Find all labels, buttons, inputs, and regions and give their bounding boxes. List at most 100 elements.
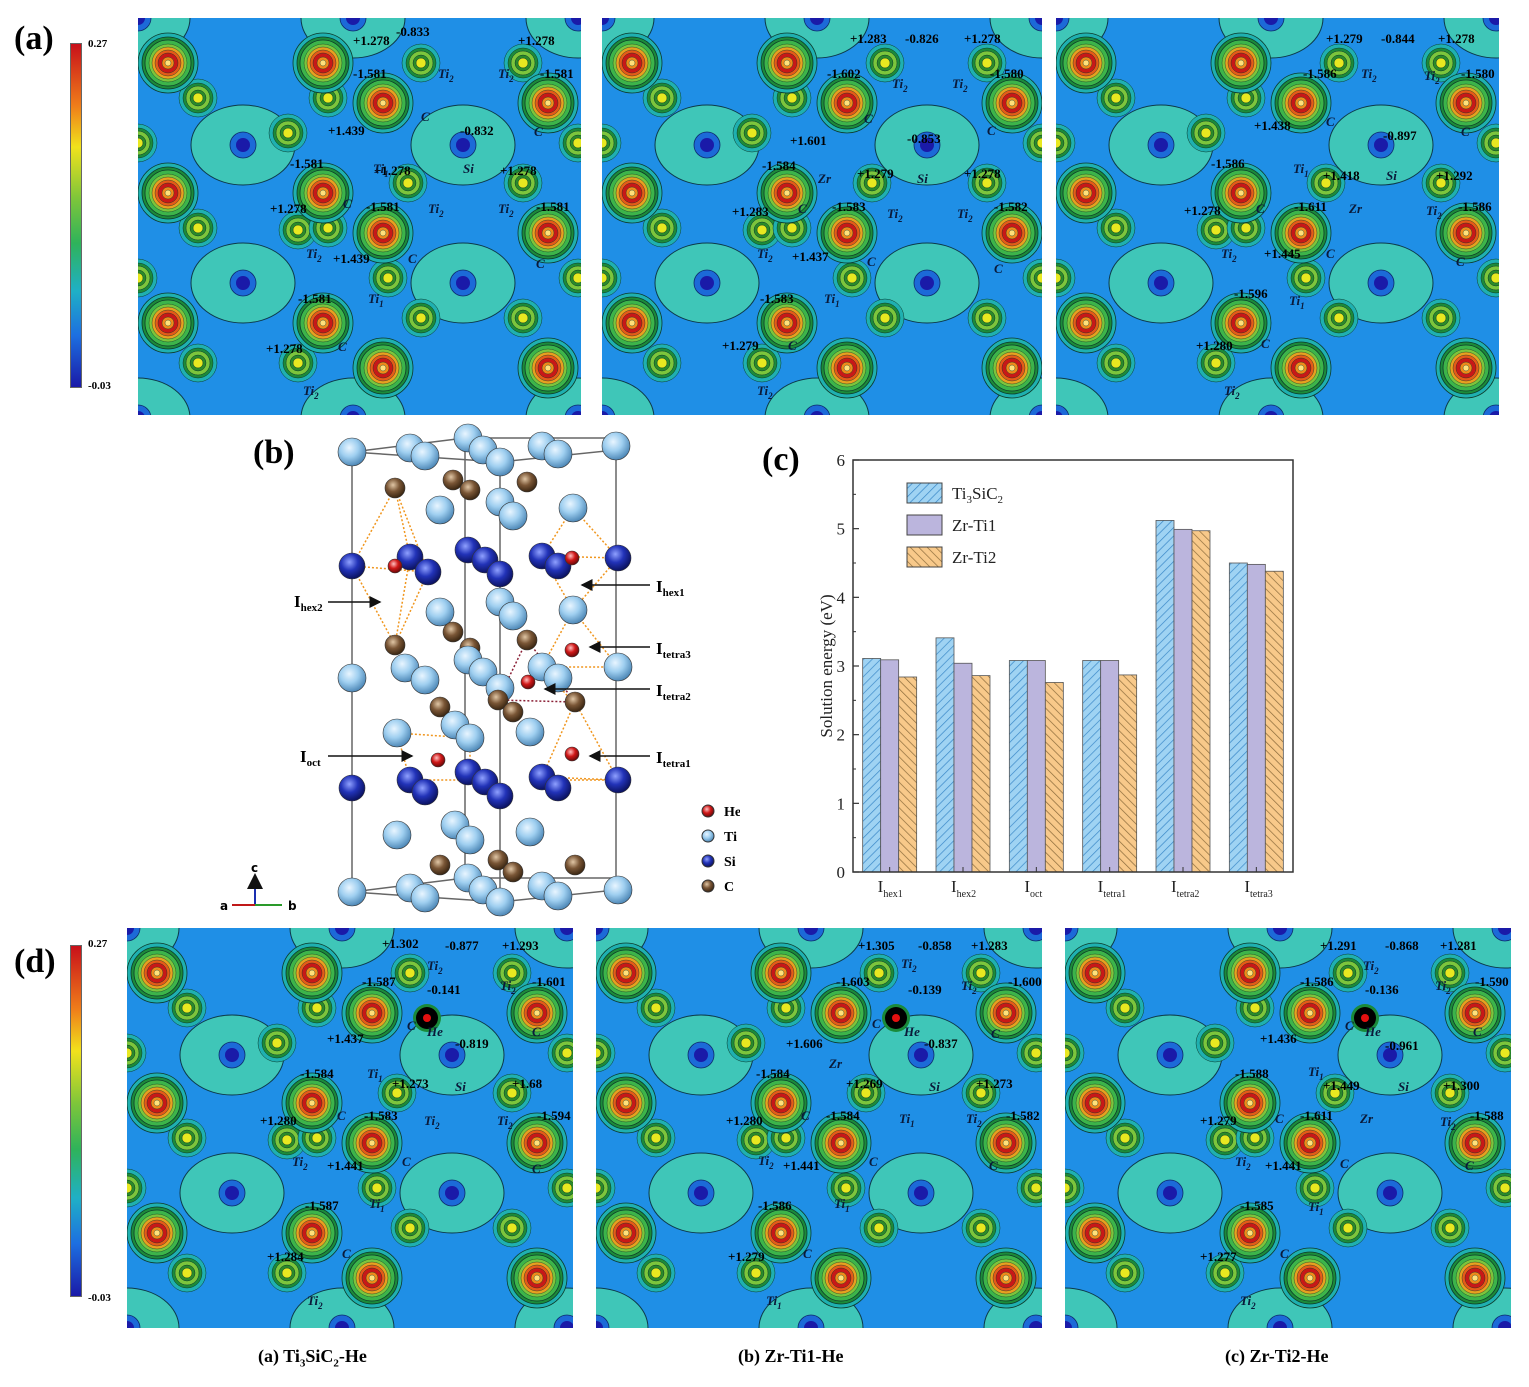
element-label: Ti1 bbox=[1289, 293, 1305, 311]
element-label: He bbox=[426, 1024, 443, 1039]
element-label: C bbox=[869, 1154, 878, 1169]
charge-labels: +1.279 -0.844 +1.278 -1.586 -1.580 +1.438 -0.8… bbox=[1184, 31, 1495, 353]
svg-text:Ti: Ti bbox=[724, 830, 737, 845]
atom-c bbox=[429, 854, 451, 876]
element-label: Zr bbox=[1359, 1111, 1374, 1126]
charge-map-d-ti3sic2-he: +1.302 -0.877 +1.293 -1.587 -0.141 -1.601 +1.4… bbox=[127, 928, 573, 1328]
bader-charge-label: -0.853 bbox=[907, 131, 941, 146]
bader-charge-label: -1.584 bbox=[762, 158, 796, 173]
atom-ti bbox=[515, 717, 545, 747]
element-label: Ti2 bbox=[901, 956, 917, 974]
x-tick-label: Ioct bbox=[1024, 877, 1042, 900]
element-labels: Ti2 Ti2 C C Ti1 Si C Ti2 Ti2 Ti2 C C Ti1 C Ti2 bbox=[303, 66, 545, 401]
bader-charge-label: -0.832 bbox=[460, 123, 494, 138]
element-label: Ti1 bbox=[367, 1066, 383, 1084]
atom-c bbox=[442, 469, 464, 491]
element-label: Ti1 bbox=[834, 1196, 850, 1214]
atom-ti bbox=[543, 439, 573, 469]
atom-ti bbox=[337, 437, 367, 467]
bader-charge-label: -1.582 bbox=[1006, 1108, 1040, 1123]
bader-charge-label: -1.600 bbox=[1008, 974, 1042, 989]
y-tick-label: 4 bbox=[837, 588, 846, 607]
element-label: Ti2 bbox=[292, 1154, 308, 1172]
caption-ti3sic2-he: (a) Ti3SiC2-He bbox=[258, 1346, 367, 1370]
charge-map-a-zr-ti1: +1.283 -0.826 +1.278 -1.602 -1.580 +1.601 -0.8… bbox=[602, 18, 1042, 415]
x-tick-label: Itetra2 bbox=[1171, 877, 1199, 900]
bader-charge-label: +1.283 bbox=[732, 204, 769, 219]
bader-charge-label: +1.292 bbox=[1436, 168, 1473, 183]
density-background bbox=[127, 928, 573, 1328]
bader-charge-label: +1.278 bbox=[270, 201, 307, 216]
bar-zr-ti2-tetra3 bbox=[1264, 570, 1284, 873]
crystal-structure-panel: Ihex2 Ihex1 Itetra3 Itetra2 Ioct Itetra1… bbox=[220, 420, 741, 920]
atom-ti bbox=[410, 441, 440, 471]
element-label: Ti2 bbox=[1221, 246, 1237, 264]
element-label: Si bbox=[455, 1079, 466, 1094]
atom-ti bbox=[603, 652, 633, 682]
svg-text:Zr-Ti1: Zr-Ti1 bbox=[952, 516, 996, 535]
element-label: Ti1 bbox=[1293, 161, 1309, 179]
svg-text:C: C bbox=[724, 880, 734, 895]
element-label: Ti2 bbox=[1224, 383, 1240, 401]
atom-ti bbox=[337, 663, 367, 693]
bar-zr-ti1-oct bbox=[1026, 660, 1046, 873]
bader-charge-label: -1.583 bbox=[832, 199, 866, 214]
element-label: Ti2 bbox=[1435, 978, 1451, 996]
element-label: C bbox=[402, 1154, 411, 1169]
element-label: Ti2 bbox=[952, 76, 968, 94]
axis-a-label: a bbox=[220, 899, 228, 913]
atom-ti bbox=[543, 663, 573, 693]
bader-charge-label: +1.284 bbox=[267, 1249, 304, 1264]
element-label: Ti2 bbox=[438, 66, 454, 84]
atom-si bbox=[486, 560, 514, 588]
bar-ti3sic2-tetra2 bbox=[1155, 520, 1175, 873]
panel-label-a: (a) bbox=[14, 20, 54, 57]
element-label: Si bbox=[1386, 168, 1397, 183]
element-labels: Ti2 Ti2 C He C Zr Si C Ti1 Ti2 Ti2 C C Ti1 C Ti1 bbox=[758, 956, 1000, 1311]
bader-charge-label: -1.586 bbox=[1211, 156, 1245, 171]
element-label: C bbox=[987, 123, 996, 138]
atom-ti bbox=[455, 825, 485, 855]
svg-text:Si: Si bbox=[724, 855, 736, 870]
element-label: Zr bbox=[1348, 201, 1363, 216]
atom-si bbox=[544, 552, 572, 580]
element-label: C bbox=[872, 1016, 881, 1031]
svg-text:Zr-Ti2: Zr-Ti2 bbox=[952, 548, 996, 567]
element-label: Ti2 bbox=[427, 958, 443, 976]
element-label: Ti2 bbox=[306, 246, 322, 264]
atom-he bbox=[520, 674, 536, 690]
bar-ti3sic2-hex2 bbox=[935, 637, 955, 873]
atom-ti bbox=[382, 820, 412, 850]
element-label: Ti1 bbox=[899, 1111, 915, 1129]
bader-charge-label: -1.586 bbox=[1458, 199, 1492, 214]
bader-charge-label: -1.581 bbox=[290, 156, 324, 171]
element-label: Ti1 bbox=[1308, 1199, 1324, 1217]
element-label: Ti2 bbox=[1363, 958, 1379, 976]
bader-charge-label: -0.139 bbox=[908, 982, 942, 997]
bader-charge-label: +1.278 bbox=[353, 33, 390, 48]
element-label: C bbox=[1461, 124, 1470, 139]
element-label: C bbox=[338, 339, 347, 354]
atom-he bbox=[564, 642, 580, 658]
y-tick-label: 2 bbox=[837, 726, 846, 745]
bader-charge-label: +1.269 bbox=[846, 1076, 883, 1091]
atom-ti bbox=[515, 817, 545, 847]
bar-zr-ti1-tetra1 bbox=[1100, 660, 1120, 873]
bader-charge-label: -0.826 bbox=[905, 31, 939, 46]
density-background bbox=[602, 18, 1042, 415]
element-label: Si bbox=[1398, 1079, 1409, 1094]
element-label: Ti1 bbox=[766, 1293, 782, 1311]
element-label: Ti2 bbox=[307, 1293, 323, 1311]
y-tick-label: 6 bbox=[837, 451, 846, 470]
bader-charge-label: +1.283 bbox=[850, 31, 887, 46]
atom-ti bbox=[455, 723, 485, 753]
svg-text:He: He bbox=[724, 805, 740, 820]
bar-ti3sic2-oct bbox=[1008, 660, 1028, 873]
bader-charge-label: -1.584 bbox=[826, 1108, 860, 1123]
atom-ti bbox=[558, 493, 588, 523]
bar-zr-ti2-tetra2 bbox=[1191, 530, 1211, 873]
atom-ti bbox=[603, 875, 633, 905]
bar-zr-ti1-hex2 bbox=[953, 662, 973, 873]
element-label: C bbox=[1456, 254, 1465, 269]
atom-c bbox=[487, 849, 509, 871]
